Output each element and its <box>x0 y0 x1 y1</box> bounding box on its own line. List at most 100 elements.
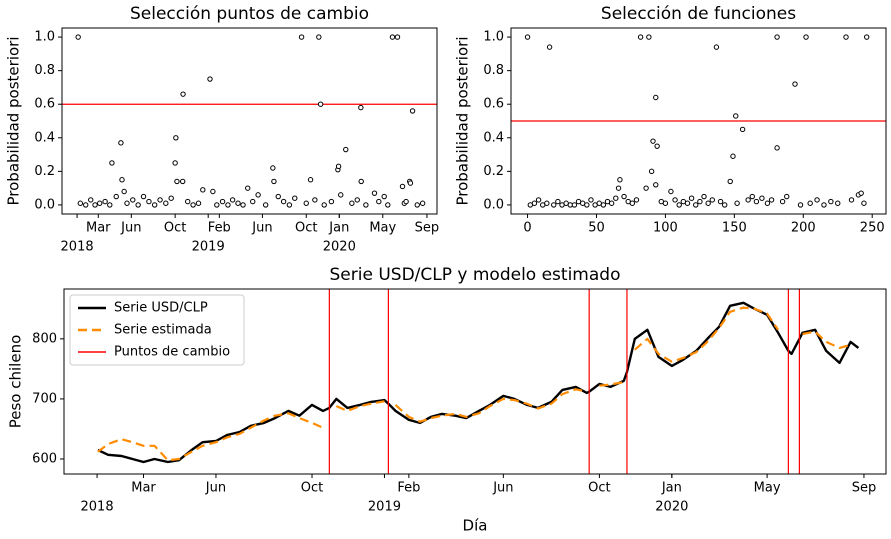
point <box>807 200 813 206</box>
x-tick-label: May <box>369 221 396 236</box>
point <box>255 192 261 198</box>
point <box>298 34 305 40</box>
point <box>414 202 420 208</box>
point <box>118 140 124 146</box>
x-tick-label: 200 <box>791 221 816 236</box>
point <box>219 198 226 205</box>
point <box>146 198 152 205</box>
x-tick-label: 250 <box>860 221 885 236</box>
x-tick-label: Jun <box>251 221 272 236</box>
x-tick-label: 100 <box>653 221 678 236</box>
point <box>653 182 659 188</box>
x-tick-label: Oct <box>588 481 610 496</box>
point <box>381 193 387 200</box>
point <box>363 202 369 208</box>
y-tick-label: 1.0 <box>34 30 55 45</box>
point <box>615 185 622 191</box>
point <box>229 197 236 203</box>
point <box>92 202 98 208</box>
point <box>600 202 607 208</box>
point <box>163 200 169 206</box>
y-axis-label: Peso chileno <box>7 335 25 429</box>
point <box>262 202 269 208</box>
point <box>555 198 561 205</box>
point <box>97 200 103 206</box>
point <box>653 94 659 101</box>
point <box>646 34 652 40</box>
point <box>709 197 715 203</box>
point <box>174 178 180 185</box>
point <box>130 197 136 203</box>
point <box>730 153 736 159</box>
point <box>195 200 202 206</box>
point <box>739 126 746 133</box>
point <box>389 34 396 40</box>
point <box>858 190 864 196</box>
point <box>140 193 147 200</box>
y-tick-label: 0.6 <box>483 97 504 112</box>
y-tick-label: 700 <box>32 391 57 406</box>
point <box>608 200 615 206</box>
x-tick-label: Sep <box>852 481 877 496</box>
point <box>168 195 174 201</box>
point <box>648 168 655 175</box>
axes-frame <box>61 27 438 215</box>
point <box>271 178 277 185</box>
point <box>172 160 178 166</box>
x-tick-label: Jan <box>328 221 349 236</box>
point <box>535 197 542 203</box>
point <box>713 44 720 50</box>
point <box>759 195 765 201</box>
point <box>316 34 322 40</box>
x-tick-label: Mar <box>131 481 156 496</box>
chart-title: Serie USD/CLP y modelo estimado <box>330 265 621 285</box>
point <box>617 177 623 183</box>
x-tick-label: Jun <box>205 481 226 496</box>
point <box>280 198 287 205</box>
point <box>235 200 241 206</box>
x-tick-label: 0 <box>523 221 531 236</box>
point <box>688 195 695 201</box>
series-line <box>97 306 851 462</box>
point <box>764 200 771 206</box>
point <box>240 202 246 208</box>
point <box>358 178 364 185</box>
point <box>292 195 298 201</box>
point <box>835 200 841 206</box>
point <box>286 202 293 208</box>
x-tick-label: 2019 <box>368 500 401 515</box>
x-tick-label: Oct <box>164 221 186 236</box>
y-tick-label: 0.4 <box>483 130 504 145</box>
x-tick-label: Jun <box>492 481 513 496</box>
point <box>190 202 196 208</box>
x-tick-label: Feb <box>208 221 231 236</box>
y-tick-label: 0.0 <box>483 197 504 212</box>
point <box>107 202 113 208</box>
point <box>312 197 318 203</box>
point <box>307 177 314 183</box>
point <box>662 200 669 206</box>
point <box>613 195 619 201</box>
point <box>774 34 780 40</box>
point <box>650 138 656 144</box>
axes-frame <box>510 27 887 215</box>
axes-frame <box>63 288 887 475</box>
legend-label: Serie estimada <box>114 323 212 338</box>
point <box>749 193 755 200</box>
point <box>733 113 739 119</box>
point <box>250 198 256 205</box>
point <box>303 200 309 206</box>
point <box>109 160 115 166</box>
point <box>551 202 557 208</box>
point <box>321 202 327 208</box>
panel: Selección de funciones Probabilidad poste… <box>454 4 887 236</box>
point <box>546 44 553 50</box>
point <box>734 200 740 206</box>
point <box>861 200 867 206</box>
x-tick-label: 2020 <box>323 240 356 255</box>
point <box>803 34 809 40</box>
x-tick-label: Sep <box>415 221 440 236</box>
point <box>354 197 360 203</box>
x-tick-label: 2019 <box>192 240 225 255</box>
